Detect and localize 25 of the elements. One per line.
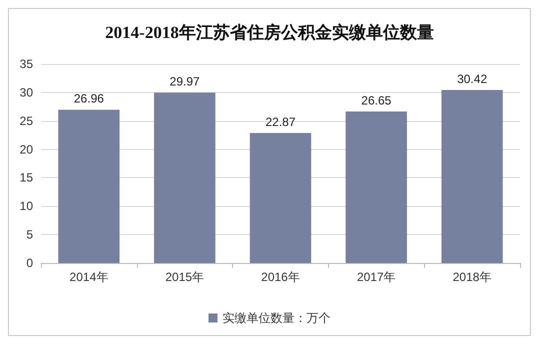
bar (154, 92, 216, 263)
bar (441, 90, 503, 263)
data-label: 26.65 (361, 93, 392, 108)
x-tick-label: 2015年 (165, 270, 204, 284)
data-label: 22.87 (265, 114, 296, 129)
data-label: 30.42 (457, 72, 488, 86)
y-tick-label: 15 (20, 170, 34, 185)
y-tick-label: 5 (26, 228, 34, 242)
data-label: 26.96 (74, 92, 104, 106)
chart-title: 2014-2018年江苏省住房公积金实缴单位数量 (105, 23, 434, 42)
y-tick-label: 20 (20, 142, 34, 156)
y-tick-label: 30 (20, 85, 34, 100)
x-tick-label: 2017年 (356, 270, 396, 284)
y-tick-label: 10 (20, 199, 34, 214)
x-tick-label: 2016年 (261, 270, 300, 284)
x-tick-label: 2014年 (70, 270, 108, 284)
y-tick-label: 0 (26, 256, 34, 270)
bar (58, 110, 120, 263)
bar (250, 132, 312, 263)
legend-label: 实缴单位数量：万个 (222, 311, 330, 325)
y-tick-label: 25 (20, 114, 34, 128)
bar (346, 111, 407, 263)
x-tick-label: 2018年 (452, 270, 492, 284)
data-label: 29.97 (170, 74, 200, 89)
y-tick-label: 35 (20, 57, 34, 71)
